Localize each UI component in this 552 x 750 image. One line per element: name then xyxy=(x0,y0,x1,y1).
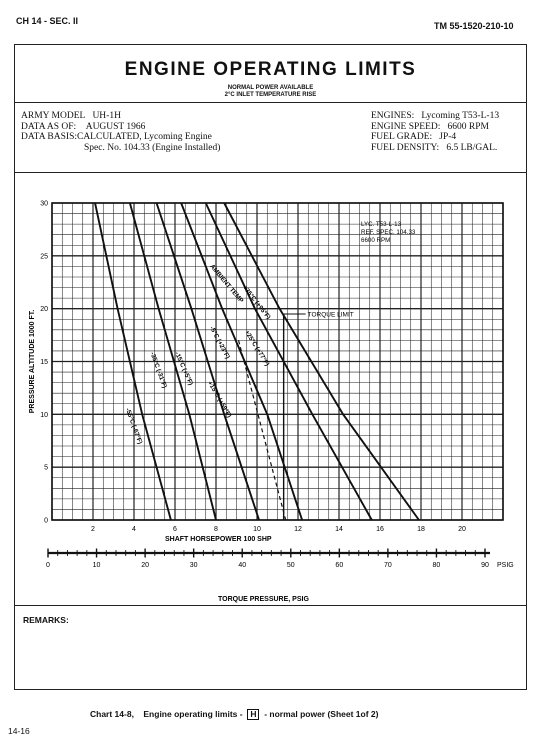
info-divider xyxy=(15,172,526,173)
torque-scale-unit: PSIG xyxy=(497,562,514,569)
torque-scale-label: 60 xyxy=(335,562,343,569)
info-spec: Spec. No. 104.33 (Engine Installed) xyxy=(84,142,221,153)
torque-limit-label: TORQUE LIMIT xyxy=(308,311,354,318)
form-subtitle-2: 2°C INLET TEMPERATURE RISE xyxy=(224,92,317,98)
series-label: -5°C (+23°F) xyxy=(208,325,232,360)
caption-prefix: Chart 14-8, xyxy=(90,709,134,719)
series-label: -35°C (-31°F) xyxy=(149,351,169,389)
info-engine-speed: ENGINE SPEED: 6600 RPM xyxy=(371,121,489,132)
y-tick-label: 25 xyxy=(40,253,48,260)
torque-scale-label: 40 xyxy=(238,562,246,569)
x-tick-label: 14 xyxy=(335,526,343,533)
series-line xyxy=(155,202,260,521)
caption-badge: H xyxy=(247,709,260,720)
torque-scale-label: 50 xyxy=(287,562,295,569)
x-tick-label: 20 xyxy=(458,526,466,533)
info-fuel-density: FUEL DENSITY: 6.5 LB/GAL. xyxy=(371,142,498,153)
series-line xyxy=(94,202,172,521)
series-label: +15°C (+59°F) xyxy=(206,380,233,419)
right-info-block: ENGINES: Lycoming T53-L-13 ENGINE SPEED:… xyxy=(371,111,499,153)
torque-scale-title: TORQUE PRESSURE, PSIG xyxy=(218,596,309,603)
chart-note-line: REF. SPEC. 104.33 xyxy=(361,229,416,236)
y-tick-label: 0 xyxy=(44,518,48,525)
info-data-basis: DATA BASIS:CALCULATED, Lycoming Engine xyxy=(21,132,212,142)
torque-scale-label: 80 xyxy=(433,562,441,569)
y-tick-label: 30 xyxy=(40,201,48,208)
remarks-divider xyxy=(15,605,526,606)
series-line xyxy=(223,202,420,521)
torque-scale-label: 20 xyxy=(141,562,149,569)
page-number: 14-16 xyxy=(8,726,30,736)
left-info-block: ARMY MODEL UH-1H DATA AS OF: AUGUST 1966… xyxy=(21,111,220,153)
chart-note-line: 6600 RPM xyxy=(361,237,390,244)
x-tick-label: 10 xyxy=(253,526,261,533)
x-tick-label: 6 xyxy=(173,526,177,533)
form-subtitle-1: NORMAL POWER AVAILABLE xyxy=(227,85,314,91)
torque-scale-label: 90 xyxy=(481,562,489,569)
torque-scale-label: 70 xyxy=(384,562,392,569)
torque-scale-label: 0 xyxy=(46,562,50,569)
chart-note-line: LYC. T53-L-13 xyxy=(361,221,402,228)
y-tick-label: 10 xyxy=(40,412,48,419)
form-title: ENGINE OPERATING LIMITS xyxy=(124,59,417,80)
page-header-right: TM 55-1520-210-10 xyxy=(434,21,514,31)
dashed-limit-line xyxy=(237,340,287,521)
remarks-label: REMARKS: xyxy=(23,615,69,625)
figure-caption: Chart 14-8, Engine operating limits - H … xyxy=(90,709,378,720)
series-line xyxy=(128,202,217,521)
y-tick-label: 5 xyxy=(44,465,48,472)
torque-scale-label: 10 xyxy=(93,562,101,569)
info-fuel-grade: FUEL GRADE: JP-4 xyxy=(371,132,457,142)
caption-suffix: - normal power (Sheet 1of 2) xyxy=(264,709,379,719)
x-tick-label: 2 xyxy=(91,526,95,533)
chart-form: ENGINE OPERATING LIMITS NORMAL POWER AVA… xyxy=(14,44,527,690)
caption-mid: Engine operating limits - xyxy=(143,709,243,719)
y-tick-label: 20 xyxy=(40,306,48,313)
y-tick-label: 15 xyxy=(40,359,48,366)
x-tick-label: 4 xyxy=(132,526,136,533)
y-axis-title: PRESSURE ALTITUDE 1000 FT. xyxy=(29,310,36,414)
page-header-left: CH 14 - SEC. II xyxy=(16,16,79,26)
info-army-model: ARMY MODEL UH-1H xyxy=(21,111,121,121)
torque-scale-label: 30 xyxy=(190,562,198,569)
x-axis-title: SHAFT HORSEPOWER 100 SHP xyxy=(165,536,272,543)
info-engines: ENGINES: Lycoming T53-L-13 xyxy=(371,111,500,121)
x-tick-label: 12 xyxy=(294,526,302,533)
plot-frame xyxy=(51,202,504,521)
info-data-as-of: DATA AS OF: AUGUST 1966 xyxy=(21,121,146,132)
x-tick-label: 16 xyxy=(376,526,384,533)
x-tick-label: 18 xyxy=(417,526,425,533)
x-tick-label: 8 xyxy=(214,526,218,533)
title-divider xyxy=(15,102,526,103)
